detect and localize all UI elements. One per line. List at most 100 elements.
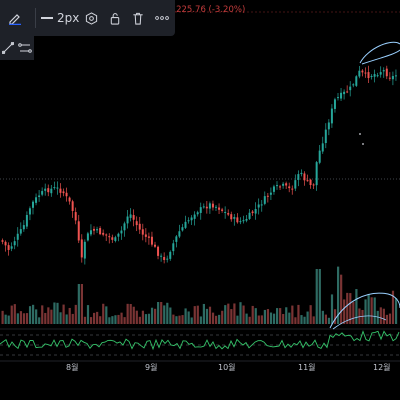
hand-drawn-annotation[interactable]	[359, 41, 400, 65]
candle-body[interactable]	[187, 220, 190, 222]
candle-body[interactable]	[242, 220, 245, 222]
candle-body[interactable]	[248, 212, 251, 219]
candle-body[interactable]	[163, 256, 166, 260]
candle-body[interactable]	[367, 72, 370, 79]
candle-body[interactable]	[150, 236, 153, 245]
candle-body[interactable]	[340, 92, 343, 99]
candle-body[interactable]	[132, 215, 135, 220]
candle-body[interactable]	[7, 245, 10, 250]
candle-body[interactable]	[349, 86, 352, 91]
candle-body[interactable]	[266, 195, 269, 197]
candle-body[interactable]	[288, 186, 291, 189]
candle-body[interactable]	[93, 228, 95, 231]
candle-body[interactable]	[257, 204, 260, 208]
candle-body[interactable]	[321, 143, 324, 152]
candle-body[interactable]	[260, 204, 263, 206]
candle-body[interactable]	[144, 234, 147, 237]
candle-body[interactable]	[376, 75, 379, 77]
candle-body[interactable]	[294, 180, 297, 189]
candle-body[interactable]	[236, 217, 239, 223]
candle-body[interactable]	[364, 72, 367, 74]
candle-body[interactable]	[89, 230, 92, 235]
candle-body[interactable]	[28, 208, 31, 215]
candle-body[interactable]	[297, 174, 300, 180]
candle-body[interactable]	[208, 203, 211, 209]
candle-body[interactable]	[239, 221, 242, 223]
path-icon[interactable]	[18, 39, 32, 58]
candle-body[interactable]	[346, 91, 349, 93]
hand-drawn-annotation[interactable]	[329, 292, 400, 329]
more-icon[interactable]	[150, 0, 175, 36]
candle-body[interactable]	[358, 70, 361, 77]
candle-body[interactable]	[218, 207, 221, 210]
candle-body[interactable]	[370, 75, 373, 77]
candle-body[interactable]	[62, 191, 65, 194]
candle-body[interactable]	[44, 188, 47, 191]
candle-body[interactable]	[50, 188, 53, 194]
candle-body[interactable]	[38, 195, 41, 197]
candle-body[interactable]	[385, 68, 388, 77]
settings-hex-icon[interactable]	[80, 0, 103, 36]
candle-body[interactable]	[129, 214, 132, 218]
hand-drawn-annotation[interactable]	[332, 315, 387, 330]
candle-body[interactable]	[227, 213, 230, 215]
candle-body[interactable]	[114, 237, 117, 241]
candle-body[interactable]	[105, 234, 108, 236]
candle-body[interactable]	[190, 217, 193, 221]
candle-body[interactable]	[169, 251, 172, 259]
candle-body[interactable]	[147, 236, 150, 238]
candle-body[interactable]	[233, 217, 236, 219]
candle-body[interactable]	[59, 188, 62, 193]
candle-body[interactable]	[303, 173, 306, 181]
candle-body[interactable]	[309, 179, 312, 185]
candle-body[interactable]	[211, 203, 214, 208]
candle-body[interactable]	[373, 74, 376, 77]
lock-icon[interactable]	[104, 0, 127, 36]
candle-body[interactable]	[352, 84, 355, 86]
candle-body[interactable]	[117, 233, 120, 237]
candle-body[interactable]	[16, 233, 19, 240]
candle-body[interactable]	[254, 208, 257, 214]
candle-body[interactable]	[41, 191, 44, 195]
candle-body[interactable]	[181, 227, 184, 231]
candle-body[interactable]	[276, 185, 278, 187]
candle-body[interactable]	[230, 214, 233, 220]
candle-body[interactable]	[25, 215, 28, 227]
trash-icon[interactable]	[127, 0, 150, 36]
line-width-button[interactable]: 2px	[40, 0, 81, 36]
candle-body[interactable]	[166, 258, 169, 260]
candle-body[interactable]	[141, 229, 144, 235]
candle-body[interactable]	[330, 108, 333, 124]
candle-body[interactable]	[32, 201, 34, 208]
candle-body[interactable]	[157, 246, 160, 256]
candle-body[interactable]	[263, 196, 266, 204]
candle-body[interactable]	[315, 162, 318, 186]
candle-body[interactable]	[327, 122, 330, 130]
candle-body[interactable]	[215, 206, 217, 208]
candle-body[interactable]	[71, 201, 74, 211]
candle-body[interactable]	[77, 221, 80, 241]
candle-body[interactable]	[160, 255, 163, 257]
candle-body[interactable]	[102, 232, 105, 235]
candle-body[interactable]	[65, 192, 68, 197]
candle-body[interactable]	[196, 212, 199, 215]
candle-body[interactable]	[22, 225, 25, 230]
candle-body[interactable]	[53, 187, 56, 189]
candle-body[interactable]	[394, 75, 397, 77]
candle-body[interactable]	[108, 236, 111, 238]
candle-body[interactable]	[135, 221, 138, 226]
candle-body[interactable]	[355, 76, 358, 86]
candle-body[interactable]	[83, 241, 86, 259]
candle-body[interactable]	[184, 221, 187, 228]
candle-body[interactable]	[74, 212, 77, 221]
candle-body[interactable]	[47, 188, 50, 193]
candle-body[interactable]	[96, 229, 99, 231]
candle-body[interactable]	[178, 231, 181, 237]
candle-body[interactable]	[251, 211, 254, 214]
candle-body[interactable]	[120, 230, 123, 234]
candle-body[interactable]	[221, 209, 224, 211]
candle-body[interactable]	[126, 216, 129, 224]
candle-body[interactable]	[86, 233, 89, 241]
